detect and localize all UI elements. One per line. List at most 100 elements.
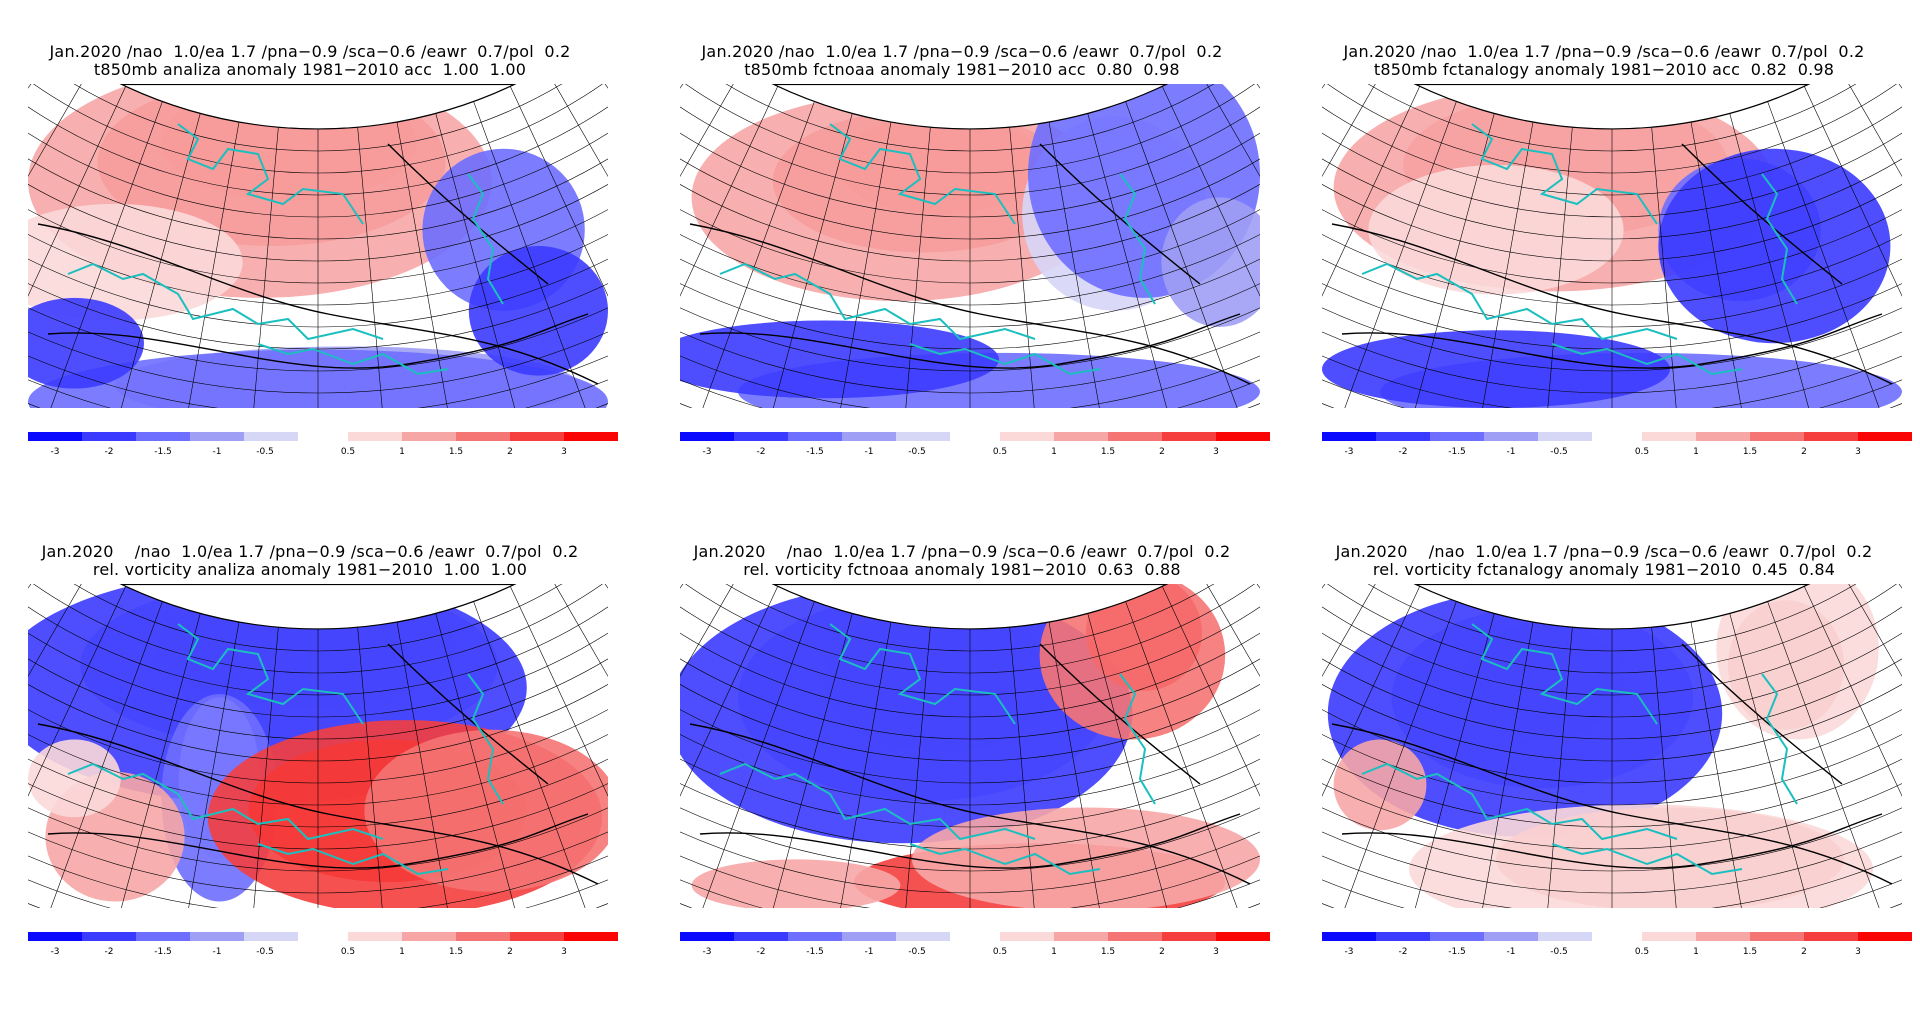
colorbar: -3 -2 -1.5 -1 -0.5 0.5 1 1.5 2 3: [28, 432, 618, 468]
anomaly-field: [1322, 84, 1902, 408]
coastlines: [719, 623, 1156, 876]
colorbar-tick-label: -1: [865, 947, 874, 957]
colorbar-swatch: [1804, 432, 1858, 441]
colorbar-swatch: [402, 932, 456, 941]
colorbar-swatch: [402, 432, 456, 441]
colorbar-tick-label: -1: [1507, 447, 1516, 457]
colorbar-swatch: [1430, 432, 1484, 441]
colorbar-swatch: [510, 432, 564, 441]
colorbar-tick-label: 3: [1855, 947, 1861, 957]
colorbar-tick-label: 1: [1051, 947, 1057, 957]
colorbar-tick-label: -2: [105, 947, 114, 957]
colorbar-tick-label: -0.5: [908, 447, 926, 457]
colorbar-tick-label: 0.5: [1635, 447, 1649, 457]
colorbar-tick-label: 2: [1159, 947, 1165, 957]
colorbar-tick-label: 1.5: [1743, 447, 1757, 457]
contour-lines: [1331, 143, 1893, 385]
contour-lines: [1331, 643, 1893, 885]
lat-lon-grid: [1322, 584, 1902, 908]
colorbar-swatch: [1750, 432, 1804, 441]
colorbar-tick-label: -0.5: [256, 447, 274, 457]
colorbar-swatch: [564, 432, 618, 441]
colorbar-tick-label: 1: [1693, 947, 1699, 957]
colorbar-swatch: [136, 432, 190, 441]
colorbar-tick-label: -3: [703, 947, 712, 957]
colorbar-tick-label: 2: [1159, 447, 1165, 457]
lat-lon-grid: [680, 84, 1260, 408]
colorbar-swatch: [1750, 932, 1804, 941]
colorbar-swatch: [1858, 932, 1912, 941]
colorbar-swatch: [348, 932, 402, 941]
colorbar-tick-label: 1: [399, 447, 405, 457]
colorbar-swatch: [680, 432, 734, 441]
panel-vorticity-analiza: Jan.2020 /nao 1.0/ea 1.7 /pna−0.9 /sca−0…: [10, 542, 618, 1014]
colorbar-swatch: [1162, 432, 1216, 441]
colorbar-swatch: [1538, 932, 1592, 941]
colorbar-tick-label: 1.5: [1101, 947, 1115, 957]
anomaly-map: [1322, 584, 1902, 908]
colorbar-tick-label: 3: [1213, 947, 1219, 957]
anomaly-map: [680, 84, 1260, 408]
anomaly-map: [1322, 84, 1902, 408]
panel-title-line2: t850mb fctanalogy anomaly 1981−2010 acc …: [1373, 60, 1835, 79]
colorbar-tick-label: 1: [1051, 447, 1057, 457]
colorbar-tick-label: -0.5: [1550, 947, 1568, 957]
colorbar-swatch: [1696, 432, 1750, 441]
colorbar-tick-label: 0.5: [341, 947, 355, 957]
anomaly-field: [680, 584, 1260, 908]
colorbar-tick-label: -1: [213, 947, 222, 957]
anomaly-field: [1322, 584, 1902, 908]
colorbar-swatch: [1696, 932, 1750, 941]
colorbar-swatch: [896, 432, 950, 441]
colorbar-swatch: [842, 432, 896, 441]
colorbar-swatch: [564, 932, 618, 941]
colorbar-swatch: [190, 432, 244, 441]
colorbar-tick-label: -1: [1507, 947, 1516, 957]
panel-title-line2: t850mb analiza anomaly 1981−2010 acc 1.0…: [93, 60, 527, 79]
contour-lines: [689, 643, 1251, 885]
colorbar-swatch: [896, 932, 950, 941]
colorbar-swatch: [1216, 932, 1270, 941]
colorbar-tick-label: 3: [1855, 447, 1861, 457]
colorbar-swatch: [1216, 432, 1270, 441]
panel-title-line1: Jan.2020 /nao 1.0/ea 1.7 /pna−0.9 /sca−0…: [693, 542, 1231, 561]
colorbar-tick-label: -1: [213, 447, 222, 457]
colorbar-tick-label: 3: [1213, 447, 1219, 457]
colorbar: -3 -2 -1.5 -1 -0.5 0.5 1 1.5 2 3: [680, 932, 1270, 968]
panel-vorticity-fctnoaa: Jan.2020 /nao 1.0/ea 1.7 /pna−0.9 /sca−0…: [662, 542, 1270, 1014]
colorbar-swatch: [510, 932, 564, 941]
colorbar-tick-label: -2: [1399, 447, 1408, 457]
colorbar-swatch: [82, 432, 136, 441]
colorbar: -3 -2 -1.5 -1 -0.5 0.5 1 1.5 2 3: [1322, 932, 1912, 968]
colorbar-tick-label: -1.5: [154, 947, 172, 957]
colorbar-tick-label: -3: [1345, 947, 1354, 957]
colorbar-tick-label: 3: [561, 447, 567, 457]
colorbar-tick-label: 1.5: [449, 447, 463, 457]
colorbar-tick-label: -3: [1345, 447, 1354, 457]
colorbar-swatch: [1054, 432, 1108, 441]
colorbar-swatch: [1642, 932, 1696, 941]
panel-title-line1: Jan.2020 /nao 1.0/ea 1.7 /pna−0.9 /sca−0…: [41, 542, 579, 561]
colorbar-tick-label: 1.5: [449, 947, 463, 957]
colorbar-swatch: [788, 932, 842, 941]
colorbar-tick-label: -3: [51, 447, 60, 457]
colorbar-tick-label: 0.5: [993, 447, 1007, 457]
colorbar-swatch: [82, 932, 136, 941]
colorbar-tick-label: -0.5: [908, 947, 926, 957]
colorbar-tick-label: 1.5: [1101, 447, 1115, 457]
colorbar-tick-label: 1: [399, 947, 405, 957]
panel-title-line2: rel. vorticity fctnoaa anomaly 1981−2010…: [743, 560, 1181, 579]
colorbar-tick-label: -2: [757, 447, 766, 457]
panel-t850-fctanalogy: Jan.2020 /nao 1.0/ea 1.7 /pna−0.9 /sca−0…: [1304, 44, 1912, 514]
colorbar-swatch: [1162, 932, 1216, 941]
colorbar-tick-label: 2: [1801, 447, 1807, 457]
colorbar-swatch: [1484, 932, 1538, 941]
colorbar-tick-label: -1.5: [806, 447, 824, 457]
colorbar-tick-label: 0.5: [341, 447, 355, 457]
contour-lines: [37, 143, 599, 385]
panel-title-line1: Jan.2020 /nao 1.0/ea 1.7 /pna−0.9 /sca−0…: [701, 42, 1223, 61]
anomaly-map: [28, 584, 608, 908]
colorbar-swatch: [456, 932, 510, 941]
panel-title-line1: Jan.2020 /nao 1.0/ea 1.7 /pna−0.9 /sca−0…: [1335, 542, 1873, 561]
colorbar-swatch: [1054, 932, 1108, 941]
